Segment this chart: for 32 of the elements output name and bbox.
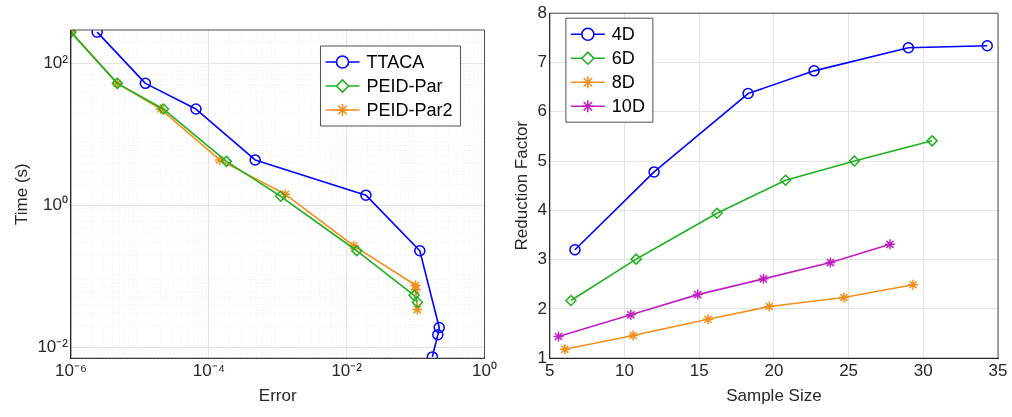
x-axis-title: Sample Size — [726, 386, 822, 406]
x-tick-label: 10⁻⁴ — [192, 361, 225, 381]
x-tick-label: 15 — [689, 361, 709, 381]
y-tick-label: 3 — [537, 249, 547, 269]
legend-label: 4D — [611, 24, 635, 45]
x-tick-label: 25 — [839, 361, 859, 381]
legend-label: 8D — [611, 72, 635, 93]
x-axis-title: Error — [258, 386, 297, 406]
y-tick-label: 7 — [537, 52, 547, 72]
y-tick-label: 1 — [537, 347, 547, 367]
x-tick-label: 10⁰ — [472, 361, 498, 381]
y-axis-title: Reduction Factor — [511, 120, 531, 251]
y-axis-title: Time (s) — [11, 163, 31, 225]
y-tick-label: 8 — [537, 2, 547, 22]
x-tick-label: 30 — [913, 361, 933, 381]
legend-label: 6D — [611, 48, 635, 69]
y-tick-label: 10⁻² — [37, 336, 69, 356]
y-tick-label: 4 — [537, 200, 547, 220]
y-tick-label: 5 — [537, 150, 547, 170]
legend-label: PEID-Par — [366, 75, 443, 96]
y-tick-label: 10² — [43, 53, 69, 73]
x-tick-label: 35 — [988, 361, 1008, 381]
x-tick-label: 10⁻² — [331, 361, 363, 381]
legend-label: 10D — [611, 96, 645, 117]
y-tick-label: 2 — [537, 298, 547, 318]
x-tick-label: 20 — [764, 361, 784, 381]
legend-label: PEID-Par2 — [366, 99, 453, 120]
y-tick-label: 6 — [537, 101, 547, 121]
x-tick-label: 10⁻⁶ — [55, 361, 87, 381]
x-tick-label: 10 — [615, 361, 635, 381]
legend-label: TTACA — [366, 51, 425, 72]
y-tick-label: 10⁰ — [43, 195, 68, 215]
